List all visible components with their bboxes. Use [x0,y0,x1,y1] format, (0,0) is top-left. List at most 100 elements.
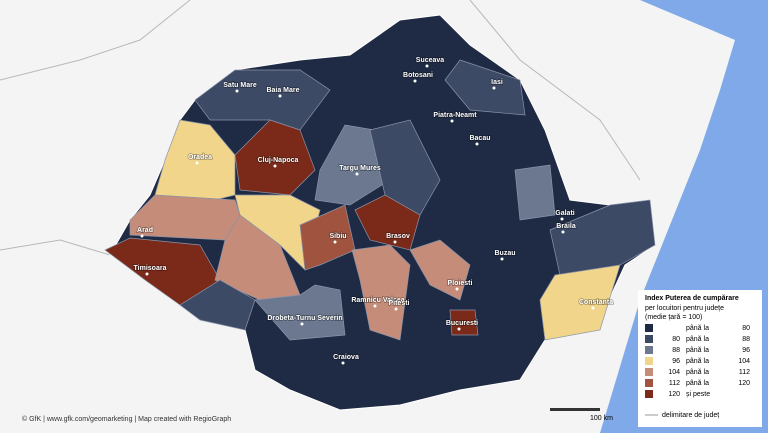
city-label: Targu Mures [339,165,381,172]
legend-border-label: delimitare de județ [662,412,719,419]
city-label: Buzau [495,250,516,257]
legend-text: până la [686,325,709,332]
legend-swatch [645,368,653,376]
legend-from: 104 [668,369,680,376]
city-dot [500,257,504,261]
legend-swatch [645,335,653,343]
city-label: Pitesti [388,300,409,307]
legend-from: 120 [668,391,680,398]
county [254,284,346,341]
borders [0,0,641,256]
legend-to: 112 [739,369,750,376]
city-label: Piatra-Neamt [433,112,477,119]
legend-text: până la [686,369,709,376]
city-dot [235,89,239,93]
counties [104,59,656,341]
city-label: Arad [137,227,153,234]
legend-text: până la [686,347,709,354]
city-dot [475,142,479,146]
city-label: Botosani [403,72,433,79]
city-label: Oradea [188,154,212,161]
city-dot [591,306,595,310]
legend-to: 104 [738,358,750,365]
legend-rows: până la 80 80 până la 88 88 până la 96 96 până la… [645,324,750,398]
city-label: Craiova [333,354,359,361]
city-dot [300,322,304,326]
city-label: Galati [555,210,575,217]
scale-label: 100 km [590,415,613,422]
county [354,194,421,251]
city-dot [561,230,565,234]
legend-to: 88 [742,336,750,343]
scale [550,408,600,411]
legend-swatch [645,324,653,332]
city-dot [394,307,398,311]
city-label: Constanta [579,299,613,306]
scale-bar: 100 km [550,408,613,422]
credits: © GfK | www.gfk.com/geomarketing | Map c… [22,415,231,423]
legend-subtitle: (medie țară = 100) [645,314,702,321]
county [179,279,256,331]
legend-swatch [645,346,653,354]
city-label: Brasov [386,233,410,240]
city-label: Timisoara [134,265,167,272]
county [449,309,479,336]
city-dot [140,234,144,238]
city-label: Satu Mare [223,82,257,89]
legend: Index Puterea de cumpărare per locuitori… [638,290,762,427]
legend-box [638,290,762,427]
legend-to: 96 [742,347,750,354]
city-labels: Botosani Suceava Iasi Satu Mare Baia Mare Pia… [133,56,614,365]
legend-to: 80 [742,325,750,332]
legend-swatch [645,357,653,365]
city-dot [425,64,429,68]
city-label: Cluj-Napoca [258,157,299,164]
legend-title: Index Puterea de cumpărare [645,295,739,302]
city-label: Bucuresti [446,320,478,327]
city-label: Bacau [469,135,490,142]
county [514,164,556,221]
city-dot [492,86,496,90]
county [234,119,316,196]
city-dot [457,327,461,331]
county [194,69,331,131]
city-dot [413,79,417,83]
county [539,264,621,341]
city-label: Baia Mare [266,87,299,94]
city-dot [560,217,564,221]
city-label: Suceava [416,57,445,64]
legend-from: 80 [672,336,680,343]
county [299,204,356,271]
legend-text: până la [686,358,709,365]
city-dot [450,119,454,123]
legend-swatch [645,379,653,387]
county [369,119,441,216]
city-label: Ploiesti [448,280,473,287]
city-dot [355,172,359,176]
city-label: Braila [556,223,576,230]
legend-text: până la [686,336,709,343]
city-dot [195,161,199,165]
legend-text: și peste [686,391,710,398]
city-dot [273,164,277,168]
legend-from: 96 [672,358,680,365]
legend-swatch [645,390,653,398]
city-dot [145,272,149,276]
legend-from: 88 [672,347,680,354]
city-dot [278,94,282,98]
legend-from: 112 [669,380,680,387]
legend-subtitle: per locuitori pentru județe [645,305,724,312]
city-dot [455,287,459,291]
county [351,244,411,341]
county [409,239,471,301]
county [444,59,526,116]
city-dot [373,304,377,308]
city-dot [341,361,345,365]
city-dot [333,240,337,244]
city-label: Ramnicu Valcea [351,297,404,304]
legend-text: până la [686,380,709,387]
city-dot [393,240,397,244]
city-label: Iasi [491,79,503,86]
city-label: Drobeta-Turnu Severin [267,315,342,322]
